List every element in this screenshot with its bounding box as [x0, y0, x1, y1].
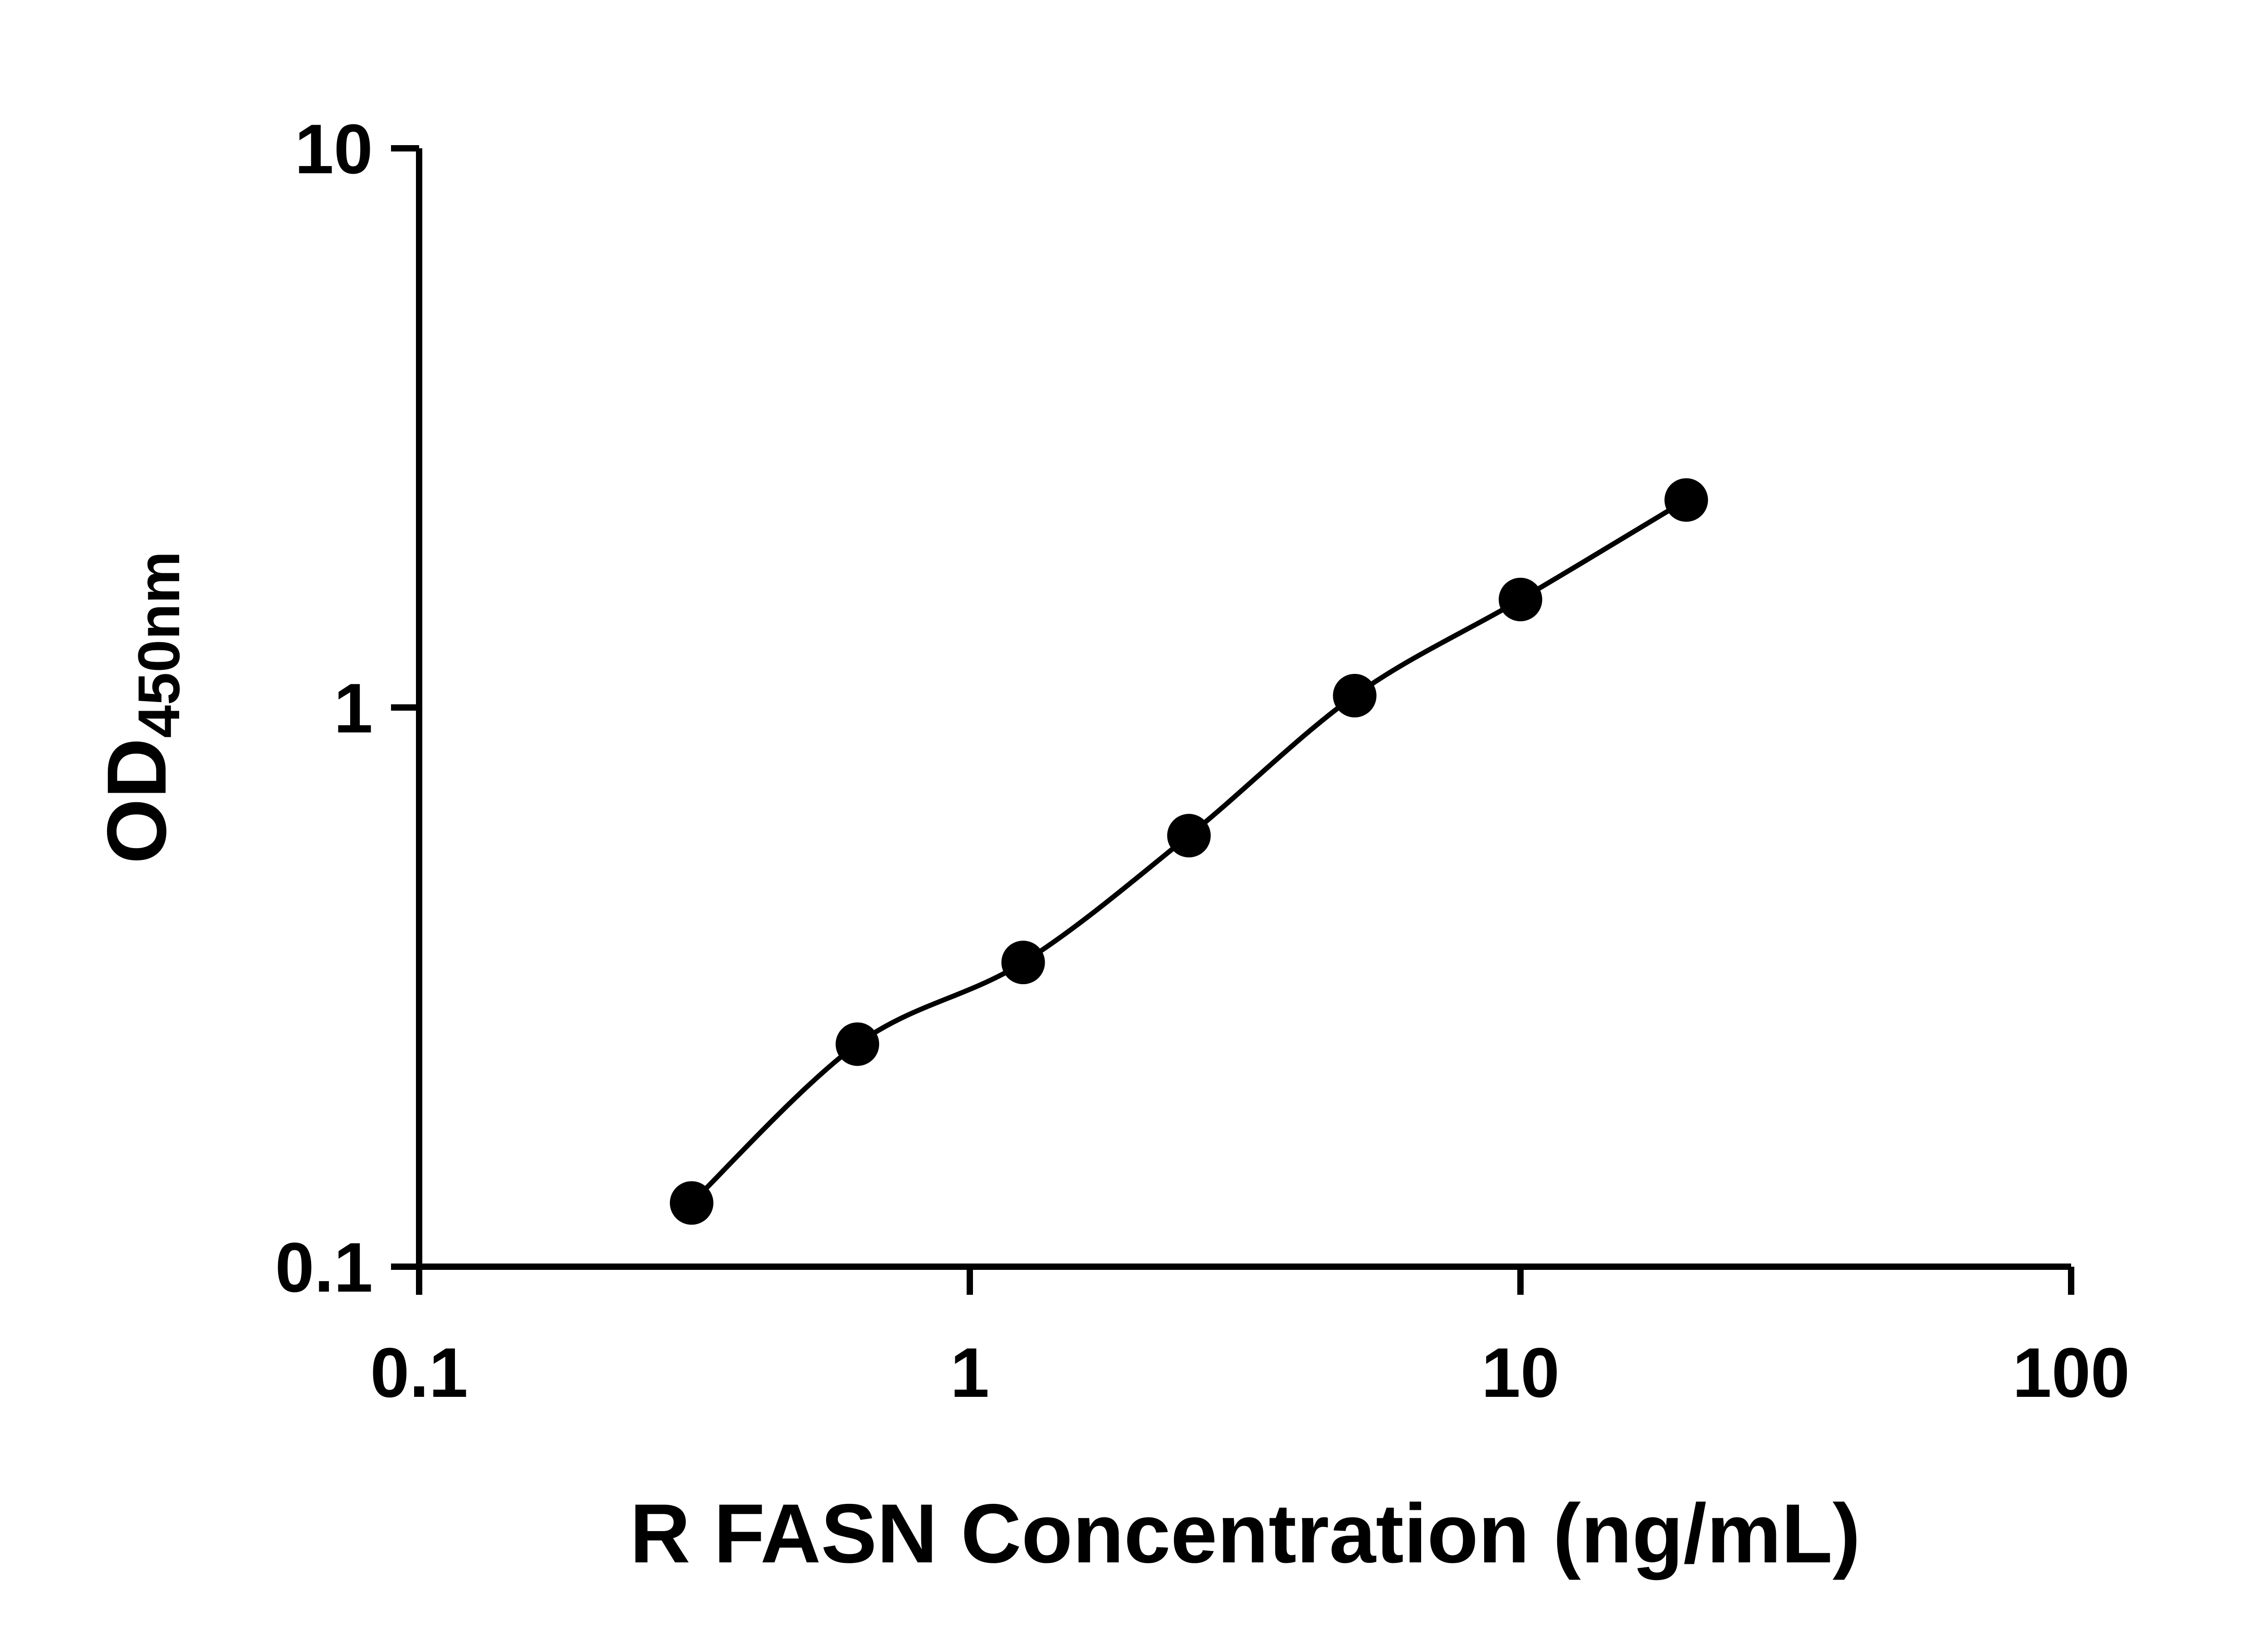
y-tick-label: 10: [295, 110, 373, 188]
y-axis-title-main: OD: [90, 738, 184, 864]
data-point: [1499, 577, 1542, 621]
data-point: [1333, 673, 1377, 717]
x-tick-label: 10: [1481, 1333, 1559, 1412]
y-axis-title: OD450nm: [90, 551, 192, 864]
x-axis: 0.1 1 10 100: [370, 1267, 2130, 1412]
y-axis: 0.1 1 10: [275, 110, 419, 1307]
data-point: [1001, 941, 1045, 985]
x-tick-label: 0.1: [370, 1333, 468, 1412]
data-point: [670, 1181, 714, 1225]
y-axis-title-subscript: 450nm: [126, 551, 192, 738]
y-tick-label: 1: [334, 669, 373, 747]
x-tick-label: 1: [950, 1333, 989, 1412]
x-tick-label: 100: [2013, 1333, 2130, 1412]
data-points: [670, 478, 1708, 1225]
data-point: [1167, 814, 1211, 858]
y-tick-label: 0.1: [275, 1228, 373, 1307]
data-point: [1664, 478, 1708, 522]
data-point: [836, 1022, 880, 1066]
axes: [416, 148, 2071, 1270]
x-axis-title: R FASN Concentration (ng/mL): [630, 1487, 1861, 1581]
